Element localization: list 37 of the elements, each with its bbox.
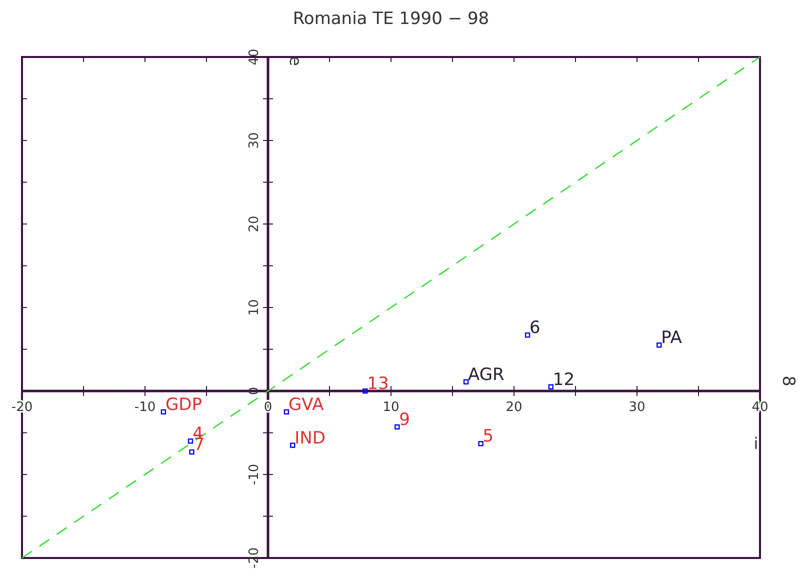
point <box>290 442 296 448</box>
point <box>284 409 290 414</box>
y-tick-label: 10 <box>247 299 262 316</box>
text: 8 <box>778 376 798 386</box>
y-tick-label: 0 <box>247 386 262 396</box>
x-tick-label: 30 <box>628 400 646 415</box>
point <box>188 438 194 444</box>
point <box>656 342 662 348</box>
annotation: 9 <box>399 410 410 430</box>
point <box>160 409 166 414</box>
annotation: AGR <box>468 364 505 385</box>
point <box>548 384 554 390</box>
point <box>189 449 194 455</box>
x-tick-label: 10 <box>382 400 400 415</box>
x-tick-label: 20 <box>506 400 522 415</box>
chart-title: Romania TE 1990 − 98 <box>292 9 490 29</box>
annotation: 6 <box>530 318 540 338</box>
annotation: 12 <box>552 370 575 390</box>
y-tick-label: 40 <box>247 48 262 66</box>
annotation: IND <box>294 428 326 448</box>
point <box>524 332 530 338</box>
point <box>362 388 368 394</box>
point <box>478 441 484 446</box>
point <box>394 424 400 430</box>
y-tick-label: -10 <box>247 464 262 486</box>
x-tick-label: -10 <box>134 400 156 415</box>
annotation: GVA <box>288 394 324 415</box>
annotation: 13 <box>367 374 389 394</box>
annotation: 5 <box>482 426 494 447</box>
y-axis-title: e <box>286 56 305 66</box>
y-tick-label: 20 <box>247 216 262 232</box>
point <box>463 379 469 384</box>
y-tick-label: 30 <box>247 132 262 149</box>
x-axis-title: i <box>754 434 758 453</box>
annotation: PA <box>661 328 682 348</box>
annotation: GDP <box>165 394 202 415</box>
y-tick-label: -20 <box>247 547 262 569</box>
